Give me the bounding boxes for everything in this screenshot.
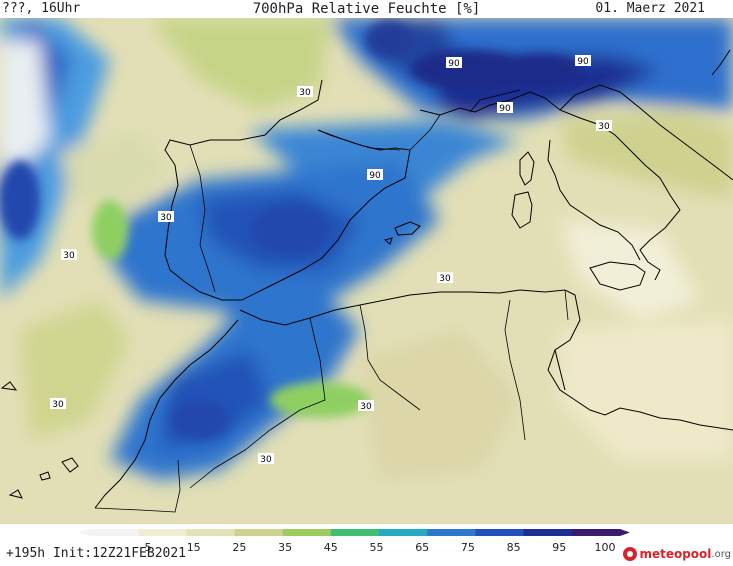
contour-label: 30 <box>358 400 374 412</box>
legend-swatch <box>427 529 476 536</box>
contour-label-text: 30 <box>360 402 372 412</box>
legend-tick-label: 5 <box>145 541 152 554</box>
legend-tick-label: 15 <box>187 541 201 554</box>
contour-label-text: 30 <box>299 88 311 98</box>
legend-tick-label: 100 <box>595 541 616 554</box>
legend-tick-label: 35 <box>278 541 292 554</box>
color-legend: 5 15 25 35 45 55 65 75 85 95 100 <box>78 529 630 554</box>
legend-tick-label: 65 <box>415 541 429 554</box>
legend-swatch <box>186 529 236 536</box>
legend-tick-label: 55 <box>370 541 384 554</box>
contour-label-text: 90 <box>499 104 511 114</box>
logo-name: meteopool <box>639 547 712 561</box>
logo-tld: .org <box>711 548 731 560</box>
contour-label-text: 30 <box>160 213 172 223</box>
contour-label: 30 <box>158 211 174 223</box>
legend-swatch <box>282 529 332 536</box>
legend-max-arrow <box>620 529 630 536</box>
contour-label: 90 <box>575 55 591 67</box>
legend-tick-label: 25 <box>232 541 246 554</box>
valid-date-label: 01. Maerz 2021 <box>595 1 705 16</box>
contour-label-text: 30 <box>598 122 610 132</box>
islands <box>0 151 646 499</box>
legend-ticks: 5 15 25 35 45 55 65 75 85 95 100 <box>145 541 616 554</box>
legend-swatch <box>330 529 380 536</box>
contour-labels: 90 90 90 90 30 30 30 30 30 30 30 30 <box>50 55 612 465</box>
legend-swatch <box>138 529 187 536</box>
legend-swatch <box>90 529 139 536</box>
legend-tick-label: 95 <box>552 541 566 554</box>
contour-label-text: 90 <box>577 57 589 67</box>
country-borders <box>94 89 569 513</box>
contour-label: 30 <box>61 249 77 261</box>
contour-label: 30 <box>596 120 612 132</box>
contour-label-text: 30 <box>63 251 75 261</box>
contour-label: 30 <box>258 453 274 465</box>
contour-label: 90 <box>497 102 513 114</box>
contour-label: 90 <box>367 169 383 181</box>
contour-label-text: 30 <box>52 400 64 410</box>
legend-tick-label: 75 <box>461 541 475 554</box>
legend-min-arrow <box>78 529 90 536</box>
valid-time-label: ???, 16Uhr <box>2 1 81 16</box>
legend-swatch <box>523 529 573 536</box>
map-title: 700hPa Relative Feuchte [%] <box>252 1 481 17</box>
contour-label: 90 <box>446 57 462 69</box>
contour-label-text: 30 <box>260 455 272 465</box>
coastlines <box>94 49 733 509</box>
meteopool-logo[interactable]: meteopool .org <box>623 544 731 564</box>
legend-swatches <box>78 529 630 536</box>
legend-swatch <box>571 529 621 536</box>
contour-label: 30 <box>437 272 453 284</box>
contour-label: 30 <box>297 86 313 98</box>
run-info: +195h Init:12Z21FEB2021 <box>6 546 187 561</box>
legend-swatch <box>379 529 428 536</box>
legend-tick-label: 85 <box>507 541 521 554</box>
contour-label: 30 <box>50 398 66 410</box>
humidity-map: 90 90 90 90 30 30 30 30 30 30 30 30 <box>0 18 733 524</box>
contour-label-text: 30 <box>439 274 451 284</box>
legend-swatch <box>475 529 525 536</box>
meteopool-logo-icon <box>623 547 638 561</box>
contour-label-text: 90 <box>448 59 460 69</box>
legend-tick-label: 45 <box>324 541 338 554</box>
legend-swatch <box>234 529 284 536</box>
humidity-field-detail <box>0 22 580 440</box>
contour-label-text: 90 <box>369 171 381 181</box>
